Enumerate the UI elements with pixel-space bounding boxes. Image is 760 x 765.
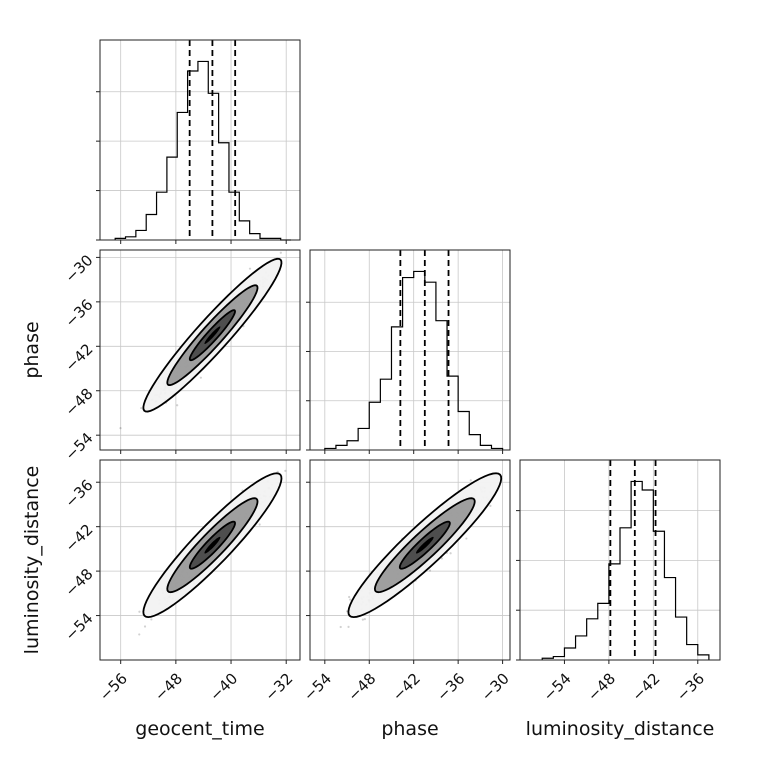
y-tick-label: −48 [61, 385, 96, 420]
panel-frame [99, 39, 301, 241]
panel-content [138, 445, 296, 636]
x-axis-label-geocent_time: geocent_time [135, 718, 264, 740]
panel-frame [99, 249, 301, 451]
scatter-point [294, 445, 296, 447]
y-tick-label: −54 [61, 429, 96, 464]
contour-line [398, 520, 451, 570]
density-peak [204, 326, 221, 344]
panel-frame [99, 459, 301, 661]
scatter-point [150, 618, 153, 621]
histogram-step [541, 480, 710, 660]
x-tick-label: −40 [206, 670, 241, 705]
joint-panel-phase-luminosity_distance: −54 −48 −42 −36 −30 [300, 459, 513, 705]
scatter-point [119, 426, 122, 430]
x-tick-label: −48 [584, 670, 619, 705]
contour-line [188, 520, 236, 570]
contour-line [166, 497, 259, 594]
scatter-point [361, 618, 364, 621]
x-tick-label: −54 [540, 670, 575, 705]
scatter-point [440, 557, 443, 560]
histogram-panel-geocent_time [96, 39, 301, 244]
contour-line [142, 472, 283, 619]
contour-line [347, 472, 503, 619]
contour-line [166, 284, 259, 386]
density-peak [416, 536, 434, 554]
panel-frame [519, 459, 721, 661]
scatter-point [276, 470, 279, 473]
scatter-point [489, 504, 492, 508]
x-tick-label: −36 [433, 670, 468, 705]
y-tick-label: −36 [61, 296, 96, 331]
scatter-point [465, 537, 468, 540]
scatter-point [284, 469, 287, 472]
x-axis-label-phase: phase [381, 718, 438, 740]
density-peak [204, 536, 221, 554]
y-tick-label: −42 [61, 520, 96, 555]
scatter-point [349, 598, 352, 601]
scatter-point [143, 625, 147, 628]
scatter-point [363, 618, 366, 621]
joint-panel-geocent_time-phase: −54 −48 −42 −36 −30 [61, 249, 301, 464]
panel-content [119, 251, 283, 430]
y-tick-label: −48 [61, 565, 96, 600]
y-axis-label-luminosity_distance: luminosity_distance [21, 466, 43, 655]
y-tick-label: −42 [61, 340, 96, 375]
histogram-panel-luminosity_distance: −54 −48 −42 −36 [516, 459, 721, 705]
histogram-panel-phase [306, 249, 511, 454]
histogram-step [324, 270, 504, 450]
scatter-point [347, 625, 350, 628]
x-tick-label: −32 [261, 670, 296, 705]
scatter-point [138, 610, 141, 613]
x-tick-label: −42 [628, 670, 663, 705]
y-tick-label: −36 [61, 476, 96, 511]
scatter-point [449, 552, 452, 555]
x-tick-label: −48 [344, 670, 379, 705]
panel-frame [309, 459, 511, 661]
x-axis-label-luminosity_distance: luminosity_distance [526, 718, 715, 740]
y-axis-label-phase: phase [21, 321, 43, 378]
y-tick-label: −30 [61, 251, 96, 286]
scatter-point [469, 479, 472, 482]
scatter-point [258, 523, 261, 526]
x-tick-label: −48 [151, 670, 186, 705]
x-tick-label: −42 [389, 670, 424, 705]
scatter-point [428, 569, 432, 572]
histogram-step [114, 60, 292, 241]
joint-panel-geocent_time-luminosity_distance: −56 −48 −40 −32 −54 −48 −42 −36 [61, 445, 301, 705]
x-tick-label: −56 [96, 670, 131, 705]
scatter-point [339, 625, 342, 629]
contour-line [142, 257, 283, 413]
scatter-point [279, 251, 282, 254]
panel-frame [309, 249, 511, 451]
scatter-point [140, 406, 143, 410]
scatter-point [248, 267, 252, 270]
contour-line [373, 497, 476, 594]
x-tick-label: −36 [673, 670, 708, 705]
scatter-point [348, 595, 351, 599]
scatter-point [199, 376, 202, 379]
panel-content [339, 472, 503, 629]
x-tick-label: −54 [300, 670, 335, 705]
scatter-point [176, 404, 179, 407]
x-tick-label: −30 [478, 670, 513, 705]
scatter-point [138, 633, 141, 636]
y-tick-label: −54 [61, 609, 96, 644]
contour-line [188, 309, 236, 362]
